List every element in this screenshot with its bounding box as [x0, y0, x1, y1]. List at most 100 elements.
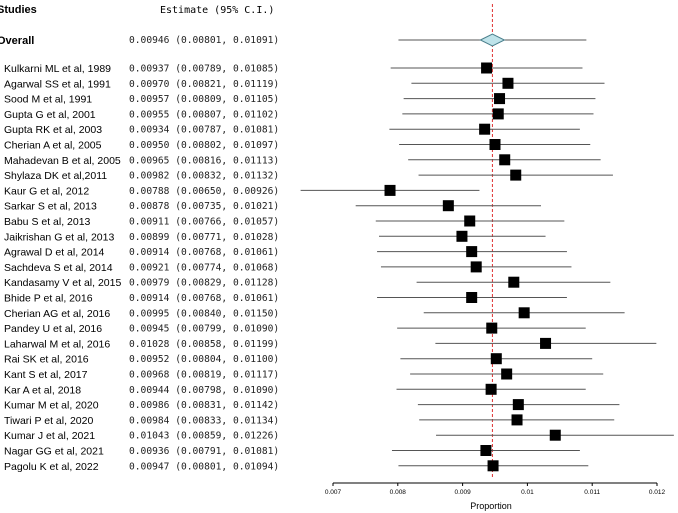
study-row: Pandey U et al, 2016 0.00945 (0.00799, 0.… [4, 322, 586, 335]
study-row: Cherian A et al, 2005 0.00950 (0.00802, 0… [4, 139, 591, 152]
study-row: Kant S et al, 2017 0.00968 (0.00819, 0.01… [4, 368, 604, 381]
overall-label: Overall [0, 35, 34, 47]
study-label: Pagolu K et al, 2022 [4, 461, 99, 473]
study-estimate-text: 0.00957 (0.00809, 0.01105) [129, 94, 279, 105]
x-tick-label: 0.01 [521, 489, 534, 496]
study-row: Kar A et al, 2018 0.00944 (0.00798, 0.010… [4, 383, 586, 396]
study-label: Kumar J et al, 2021 [4, 430, 95, 442]
study-label: Kumar M et al, 2020 [4, 400, 99, 412]
study-point-square [479, 123, 491, 135]
study-estimate-text: 0.00937 (0.00789, 0.01085) [129, 64, 279, 75]
study-estimate-text: 0.00878 (0.00735, 0.01021) [129, 201, 279, 212]
study-point-square [466, 292, 478, 303]
study-point-square [510, 169, 522, 181]
x-tick-label: 0.007 [325, 489, 342, 496]
study-label: Jaikrishan G et al, 2013 [4, 231, 114, 243]
study-label: Cherian A et al, 2005 [4, 140, 102, 152]
study-row: Kandasamy V et al, 2015 0.00979 (0.00829,… [4, 276, 611, 289]
study-estimate-text: 0.00950 (0.00802, 0.01097) [129, 140, 279, 151]
study-estimate-text: 0.00986 (0.00831, 0.01142) [129, 400, 279, 411]
study-estimate-text: 0.00945 (0.00799, 0.01090) [129, 324, 279, 335]
study-label: Tiwari P et al, 2020 [4, 415, 93, 427]
study-point-square [492, 108, 504, 120]
x-tick-label: 0.009 [454, 489, 471, 496]
study-estimate-text: 0.00947 (0.00801, 0.01094) [129, 461, 279, 472]
study-point-square [442, 200, 454, 212]
study-rows: Kulkarni ML et al, 1989 0.00937 (0.00789,… [4, 62, 674, 473]
study-point-square [464, 215, 476, 227]
study-point-square [480, 445, 492, 456]
study-point-square [511, 414, 523, 426]
study-estimate-text: 0.00936 (0.00791, 0.01081) [129, 446, 279, 457]
study-label: Pandey U et al, 2016 [4, 323, 102, 335]
study-label: Gupta RK et al, 2003 [4, 124, 102, 136]
study-label: Bhide P et al, 2016 [4, 293, 93, 305]
study-point-square [499, 154, 511, 166]
study-estimate-text: 0.01028 (0.00858, 0.01199) [129, 339, 279, 350]
study-label: Sood M et al, 1991 [4, 94, 92, 106]
study-label: Shylaza DK et al,2011 [4, 170, 107, 182]
study-estimate-text: 0.00970 (0.00821, 0.01119) [129, 79, 279, 90]
study-label: Sarkar S et al, 2013 [4, 201, 97, 213]
study-estimate-text: 0.00965 (0.00816, 0.01113) [129, 155, 279, 166]
study-point-square [494, 93, 506, 105]
study-label: Mahadevan B et al, 2005 [4, 155, 121, 167]
study-estimate-text: 0.00914 (0.00768, 0.01061) [129, 293, 279, 304]
study-point-square [512, 399, 524, 411]
study-row: Kaur G et al, 2012 0.00788 (0.00650, 0.00… [4, 184, 480, 197]
study-estimate-text: 0.00899 (0.00771, 0.01028) [129, 232, 279, 243]
study-point-square [470, 261, 482, 273]
study-row: Bhide P et al, 2016 0.00914 (0.00768, 0.0… [4, 292, 567, 305]
study-estimate-text: 0.00968 (0.00819, 0.01117) [129, 370, 279, 381]
study-estimate-text: 0.01043 (0.00859, 0.01226) [129, 431, 279, 442]
study-label: Rai SK et al, 2016 [4, 354, 89, 366]
x-tick-label: 0.012 [649, 489, 666, 496]
study-estimate-text: 0.00995 (0.00840, 0.01150) [129, 308, 279, 319]
study-row: Agrawal D et al, 2014 0.00914 (0.00768, 0… [4, 246, 567, 259]
overall-estimate-text: 0.00946 (0.00801, 0.01091) [129, 35, 279, 46]
study-row: Laharwal M et al, 2016 0.01028 (0.00858, … [4, 337, 657, 350]
study-label: Agarwal SS et al, 1991 [4, 78, 111, 90]
study-row: Tiwari P et al, 2020 0.00984 (0.00833, 0.… [4, 414, 615, 427]
study-estimate-text: 0.00921 (0.00774, 0.01068) [129, 262, 279, 273]
study-label: Sachdeva S et al, 2014 [4, 262, 113, 274]
study-estimate-text: 0.00914 (0.00768, 0.01061) [129, 247, 279, 258]
study-row: Babu S et al, 2013 0.00911 (0.00766, 0.01… [4, 215, 565, 228]
study-row: Kulkarni ML et al, 1989 0.00937 (0.00789,… [4, 62, 583, 75]
study-row: Rai SK et al, 2016 0.00952 (0.00804, 0.01… [4, 353, 593, 366]
study-row: Pagolu K et al, 2022 0.00947 (0.00801, 0.… [4, 460, 589, 473]
study-label: Kandasamy V et al, 2015 [4, 277, 121, 289]
study-label: Laharwal M et al, 2016 [4, 338, 110, 350]
study-row: Sood M et al, 1991 0.00957 (0.00809, 0.01… [4, 93, 596, 106]
study-row: Mahadevan B et al, 2005 0.00965 (0.00816,… [4, 154, 601, 167]
study-estimate-text: 0.00911 (0.00766, 0.01057) [129, 217, 279, 228]
study-point-square [486, 322, 498, 334]
study-label: Kar A et al, 2018 [4, 384, 81, 396]
study-estimate-text: 0.00979 (0.00829, 0.01128) [129, 278, 279, 289]
study-row: Kumar J et al, 2021 0.01043 (0.00859, 0.0… [4, 429, 674, 442]
study-label: Kulkarni ML et al, 1989 [4, 63, 111, 75]
estimate-header: Estimate (95% C.I.) [160, 5, 274, 16]
study-point-square [489, 139, 501, 150]
study-estimate-text: 0.00982 (0.00832, 0.01132) [129, 171, 279, 182]
study-row: Gupta G et al, 2001 0.00955 (0.00807, 0.0… [4, 108, 594, 121]
study-label: Gupta G et al, 2001 [4, 109, 96, 121]
study-point-square [466, 246, 478, 258]
study-row: Shylaza DK et al,2011 0.00982 (0.00832, 0… [4, 169, 613, 182]
study-point-square [549, 429, 561, 441]
x-tick-label: 0.008 [390, 489, 407, 496]
study-estimate-text: 0.00984 (0.00833, 0.01134) [129, 415, 279, 426]
study-point-square [487, 460, 499, 472]
study-estimate-text: 0.00955 (0.00807, 0.01102) [129, 109, 279, 120]
study-point-square [481, 62, 493, 74]
x-axis-title: Proportion [470, 501, 512, 511]
study-point-square [508, 276, 520, 288]
x-axis-ticks: 0.007 0.008 0.009 0.01 0.011 0.012 [325, 483, 666, 496]
study-point-square [518, 307, 530, 319]
study-label: Nagar GG et al, 2021 [4, 446, 104, 458]
study-point-square [384, 184, 396, 196]
study-row: Nagar GG et al, 2021 0.00936 (0.00791, 0.… [4, 445, 580, 458]
study-point-square [501, 368, 513, 380]
study-estimate-text: 0.00944 (0.00798, 0.01090) [129, 385, 279, 396]
study-label: Agrawal D et al, 2014 [4, 247, 105, 259]
